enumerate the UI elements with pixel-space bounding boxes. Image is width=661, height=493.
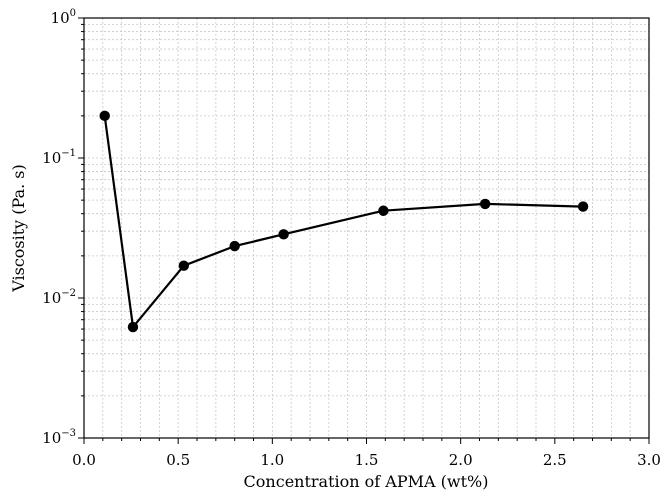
data-point [127, 321, 139, 333]
data-point [229, 240, 240, 252]
y-tick-label: 10−2 [42, 288, 76, 307]
data-point [278, 229, 289, 240]
x-tick-label: 2.5 [543, 451, 567, 469]
x-tick-label: 1.5 [355, 451, 379, 469]
series-line [103, 115, 584, 329]
x-tick-labels: 0.0 0.5 1.0 1.5 2.0 2.5 3.0 [72, 451, 661, 469]
tick-marks [78, 17, 650, 444]
data-point [378, 205, 389, 216]
x-tick-label: 1.0 [260, 451, 284, 469]
data-point [479, 198, 491, 210]
y-tick-label: 100 [51, 8, 76, 27]
y-tick-labels: 100 10−1 10−2 10−3 [42, 8, 76, 447]
data-point [577, 201, 589, 212]
x-tick-label: 2.0 [449, 451, 473, 469]
x-tick-label: 0.5 [166, 451, 190, 469]
x-axis-label: Concentration of APMA (wt%) [244, 472, 489, 491]
y-axis-label: Viscosity (Pa. s) [9, 164, 28, 293]
y-tick-label: 10−1 [42, 148, 76, 167]
grid [84, 18, 649, 438]
x-tick-label: 3.0 [637, 451, 661, 469]
data-point [99, 110, 110, 122]
data-series [99, 110, 589, 333]
plot-frame [83, 17, 650, 439]
data-point [178, 260, 190, 271]
y-tick-label: 10−3 [42, 428, 76, 447]
x-tick-label: 0.0 [72, 451, 96, 469]
